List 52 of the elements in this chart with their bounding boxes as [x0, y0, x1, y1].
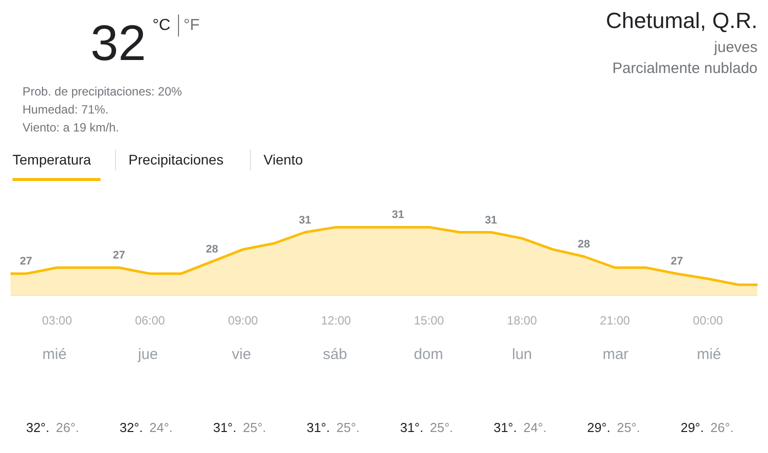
- annotation: 31°.: [400, 420, 424, 435]
- text: 32: [90, 15, 146, 71]
- annotation: 31°.: [494, 420, 517, 435]
- category-label: vie: [232, 346, 252, 363]
- annotation: 25°.: [430, 420, 454, 435]
- x-tick-label: 06:00: [134, 314, 166, 328]
- annotation: 25°.: [242, 420, 266, 435]
- data-label: 31: [392, 209, 404, 222]
- category-label: mar: [602, 346, 628, 363]
- data-label: 27: [670, 256, 684, 268]
- text: Chetumal, Q.R.: [606, 8, 758, 33]
- x-tick-label: 12:00: [320, 314, 352, 328]
- text: Parcialmente nublado: [612, 60, 758, 77]
- annotation: 25°.: [616, 420, 640, 435]
- data-label: 31: [484, 214, 498, 226]
- data-label: 27: [112, 250, 126, 262]
- x-tick-label: 18:00: [506, 314, 538, 328]
- text: Viento: [264, 152, 304, 168]
- annotation: 26°.: [56, 420, 80, 435]
- annotation: 29°.: [680, 420, 704, 435]
- annotation: 32°.: [120, 420, 143, 435]
- text: Humedad: 71%.: [22, 102, 109, 116]
- category-label: dom: [414, 346, 444, 363]
- data-label: 31: [298, 214, 312, 226]
- annotation: 26°.: [710, 420, 734, 435]
- annotation: 24°.: [149, 420, 173, 435]
- annotation: 31°.: [306, 420, 330, 435]
- text: jueves: [713, 39, 758, 56]
- data-label: 28: [206, 244, 218, 256]
- data-label: 28: [578, 238, 590, 251]
- text: °C: [152, 17, 170, 34]
- annotation: 24°.: [523, 420, 547, 435]
- annotation: 32°.: [26, 420, 50, 435]
- category-label: mié: [42, 346, 67, 363]
- category-label: jue: [136, 346, 158, 363]
- annotation: 25°.: [336, 420, 360, 435]
- text: Viento: a 19 km/h.: [22, 120, 120, 134]
- x-tick-label: 15:00: [414, 314, 444, 328]
- category-label: lun: [512, 346, 532, 363]
- x-tick-label: 00:00: [692, 314, 724, 328]
- text: Prob. de precipitaciones: 20%: [22, 84, 182, 98]
- text: Precipitaciones: [128, 152, 224, 168]
- text: Temperatura: [12, 152, 92, 168]
- category-label: mié: [696, 346, 722, 363]
- x-tick-label: 09:00: [228, 314, 258, 328]
- category-label: sáb: [322, 346, 348, 363]
- annotation: 31°.: [213, 420, 236, 435]
- annotation: 29°.: [587, 420, 610, 435]
- x-tick-label: 21:00: [600, 314, 630, 328]
- x-tick-label: 03:00: [42, 314, 72, 328]
- text: °F: [184, 17, 200, 34]
- data-label: 27: [20, 256, 32, 268]
